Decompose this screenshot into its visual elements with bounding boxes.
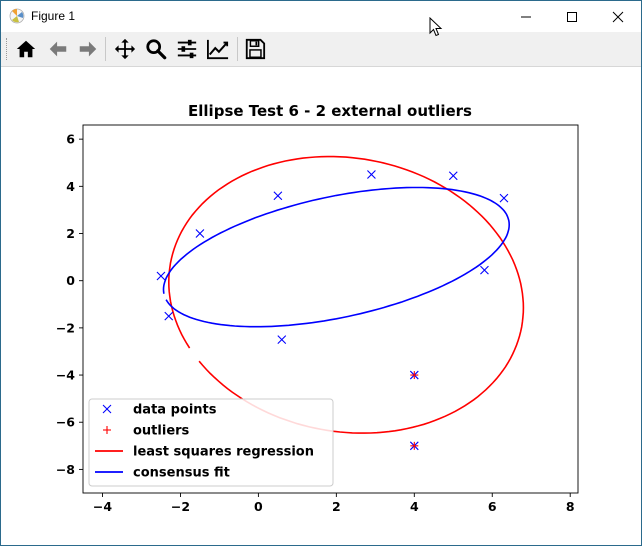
arrow-left-icon	[49, 41, 67, 57]
arrow-right-icon	[79, 41, 97, 57]
forward-button[interactable]	[75, 36, 101, 62]
toolbar-grip[interactable]	[6, 38, 9, 60]
pan-button[interactable]	[112, 36, 138, 62]
y-tick-label: −8	[56, 462, 75, 477]
zoom-button[interactable]	[143, 36, 169, 62]
line-chart-icon	[207, 39, 229, 60]
data-point-marker	[156, 271, 166, 281]
legend-handle	[102, 404, 112, 414]
x-tick-label: −2	[171, 499, 190, 514]
y-tick-label: 2	[66, 226, 75, 241]
y-tick-label: 4	[66, 179, 75, 194]
chart-title: Ellipse Test 6 - 2 external outliers	[188, 102, 472, 120]
back-button[interactable]	[45, 36, 71, 62]
matplotlib-logo-icon	[9, 8, 25, 24]
x-tick-label: 8	[566, 499, 575, 514]
data-point-marker	[164, 311, 174, 321]
minimize-icon	[521, 16, 531, 17]
save-button[interactable]	[242, 36, 268, 62]
legend-label: least squares regression	[133, 445, 314, 460]
data-point-marker	[499, 193, 509, 203]
floppy-disk-icon	[245, 38, 266, 60]
close-button[interactable]	[595, 1, 641, 32]
legend-label: consensus fit	[133, 466, 230, 481]
least-squares-regression-curve	[167, 155, 525, 434]
toolbar-separator	[105, 37, 106, 61]
magnifier-icon	[146, 39, 167, 60]
data-point-marker	[277, 335, 287, 345]
data-point-marker	[273, 191, 283, 201]
x-tick-label: 0	[254, 499, 263, 514]
subplots-button[interactable]	[174, 36, 200, 62]
maximize-icon	[567, 11, 577, 22]
minimize-button[interactable]	[503, 1, 549, 32]
move-icon	[114, 38, 136, 60]
toolbar-separator	[237, 37, 238, 61]
home-icon	[16, 40, 36, 58]
data-point-marker	[367, 170, 376, 179]
x-tick-label: 2	[332, 499, 341, 514]
y-tick-label: −6	[56, 415, 75, 430]
home-button[interactable]	[13, 36, 39, 62]
y-tick-label: 6	[66, 132, 75, 147]
legend-label: data points	[133, 403, 217, 418]
title-bar[interactable]: Figure 1	[1, 1, 641, 32]
legend-box	[88, 398, 334, 487]
window-title: Figure 1	[31, 9, 76, 23]
data-point-marker	[448, 171, 458, 181]
data-point-marker	[195, 229, 205, 238]
navigation-toolbar	[1, 32, 641, 67]
figure-canvas[interactable]: Ellipse Test 6 - 2 external outliers −4 −…	[1, 67, 641, 545]
mouse-cursor-icon	[429, 17, 443, 37]
close-icon	[612, 11, 624, 22]
data-point-marker	[480, 265, 489, 275]
x-tick-label: −4	[93, 499, 112, 514]
x-tick-label: 6	[488, 499, 497, 514]
consensus-fit-curve	[162, 186, 511, 328]
sliders-icon	[177, 39, 197, 59]
y-tick-label: −4	[56, 368, 75, 383]
x-tick-label: 4	[410, 499, 419, 514]
legend-label: outliers	[133, 424, 190, 439]
maximize-button[interactable]	[549, 1, 595, 32]
ellipse-plot[interactable]: Ellipse Test 6 - 2 external outliers −4 −…	[1, 67, 641, 545]
y-tick-label: 0	[66, 273, 75, 288]
y-tick-label: −2	[56, 320, 75, 335]
edit-axis-button[interactable]	[205, 36, 231, 62]
